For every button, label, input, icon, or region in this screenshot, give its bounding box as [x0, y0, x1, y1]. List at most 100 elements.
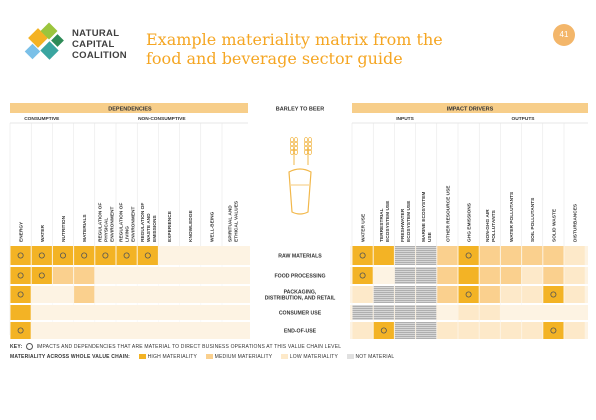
wheat-grain-icon: [293, 144, 298, 151]
dependency-cell: [31, 246, 52, 265]
impact-column-label: OTHER RESOURCE USE: [445, 185, 451, 242]
wheat-grain-icon: [303, 136, 308, 143]
impact-cell: [437, 322, 458, 339]
impact-cell: [564, 286, 585, 303]
impact-column-label: MARINE ECOSYSTEM: [421, 192, 427, 242]
stage-label-bg: [250, 286, 350, 303]
impact-cell: [394, 246, 416, 265]
impact-cell: [394, 286, 416, 303]
wheat-grain-icon: [307, 148, 312, 155]
dependency-column-label: MATERIALS: [82, 214, 88, 242]
wheat-grain-icon: [289, 144, 294, 151]
dependency-column-label: WATER: [40, 224, 46, 242]
wheat-grain-icon: [289, 148, 294, 155]
dependency-cell: [10, 322, 31, 339]
impact-column-label: SOLID WASTE: [551, 208, 557, 242]
high-swatch-icon: [138, 354, 146, 360]
impact-cell: [458, 305, 479, 320]
material-circle-icon: [17, 291, 24, 298]
value-chain-stage-label: CONSUMER USE: [279, 311, 322, 317]
impact-column-label: WATER POLLUTANTS: [509, 191, 515, 242]
wheat-grain-icon: [303, 140, 308, 147]
dependency-cell: [95, 246, 116, 265]
material-circle-icon: [550, 291, 557, 298]
impact-cell: [352, 286, 373, 303]
dependency-column-label: SPIRITUAL AND: [228, 205, 234, 242]
impact-column-label: USE: [427, 231, 433, 242]
impact-cell: [373, 286, 394, 303]
dependency-cell: [10, 267, 31, 284]
impact-cell: [479, 305, 500, 320]
dependency-column-label: ENERGY: [19, 221, 25, 242]
dependency-cell: [52, 246, 74, 265]
impact-cell: [373, 322, 394, 339]
dependency-column-label: REGULATION OF: [97, 203, 103, 242]
outputs-label: OUTPUTS: [512, 116, 536, 122]
dependency-column-label: ENVIRONMENT: [131, 206, 137, 242]
legend-none: NOT MATERIAL: [355, 354, 395, 360]
material-circle-icon: [17, 252, 24, 259]
material-circle-icon: [465, 252, 472, 259]
impact-cell: [458, 322, 479, 339]
material-circle-icon: [359, 252, 366, 259]
stage-label-bg: [250, 267, 350, 284]
impact-column-label: TERRESTRIAL: [379, 208, 385, 242]
wheat-grain-icon: [307, 136, 312, 143]
material-circle-icon: [102, 252, 109, 259]
material-circle-icon: [380, 327, 387, 334]
impact-cell: [352, 322, 373, 339]
impact-cell: [500, 267, 522, 284]
wheat-grain-icon: [293, 136, 298, 143]
value-chain-stage-label: PACKAGING,: [284, 290, 317, 296]
material-circle-icon: [550, 327, 557, 334]
impact-cell: [352, 267, 373, 284]
slide-title-line-2: food and beverage sector guide: [146, 49, 403, 68]
dependency-column-label: REGULATION OF: [119, 203, 125, 242]
wheat-grain-icon: [307, 140, 312, 147]
material-circle-icon: [38, 272, 45, 279]
impact-cell: [522, 246, 543, 265]
stage-label-bg: [250, 322, 350, 339]
dependency-cell: [10, 246, 31, 265]
value-chain-stage-label: END-OF-USE: [284, 329, 317, 335]
impact-cell: [479, 267, 500, 284]
legend-low: LOW MATERIALITY: [289, 354, 338, 360]
dependency-column-label: PHYSICAL: [103, 218, 109, 242]
impact-header-bg: [352, 103, 588, 113]
impact-column-label: ECOSYSTEM USE: [385, 200, 391, 242]
wheat-grain-icon: [303, 148, 308, 155]
inputs-label: INPUTS: [396, 116, 414, 122]
matrix-key-line-1: KEY: IMPACTS AND DEPENDENCIES THAT ARE M…: [10, 343, 341, 350]
dependency-column-label: WASTE AND: [146, 213, 152, 242]
slide-title-line-1: Example materiality matrix from the: [146, 30, 443, 49]
dependency-cell: [10, 305, 31, 320]
impact-cell: [352, 246, 373, 265]
stage-label-bg: [250, 246, 350, 265]
impact-cell: [543, 322, 564, 339]
dependency-cell: [10, 286, 31, 303]
wheat-grain-icon: [293, 140, 298, 147]
impact-cell: [564, 246, 585, 265]
impact-cell: [437, 246, 458, 265]
material-circle-icon: [17, 272, 24, 279]
impact-cell: [394, 267, 416, 284]
legend-medium: MEDIUM MATERIALITY: [214, 354, 273, 360]
slide-title: Example materiality matrix from the food…: [146, 30, 476, 68]
dependency-cell: [137, 246, 158, 265]
material-circle-icon: [60, 252, 67, 259]
center-header: BARLEY TO BEER: [276, 107, 324, 113]
material-circle-icon: [359, 272, 366, 279]
impact-cell: [522, 322, 543, 339]
impact-cell: [437, 286, 458, 303]
dependency-column-label: ENVIRONMENT: [109, 206, 115, 242]
wheat-grain-icon: [307, 144, 312, 151]
barley-beer-icon: [288, 136, 312, 215]
natural-capital-coalition-logo: NATURAL CAPITAL COALITION: [22, 22, 137, 68]
impact-cell: [416, 305, 437, 320]
legend-high: HIGH MATERIALITY: [147, 354, 198, 360]
impact-cell: [373, 305, 394, 320]
wheat-grain-icon: [289, 140, 294, 147]
impact-cell: [500, 286, 522, 303]
material-circle-icon: [25, 343, 33, 350]
